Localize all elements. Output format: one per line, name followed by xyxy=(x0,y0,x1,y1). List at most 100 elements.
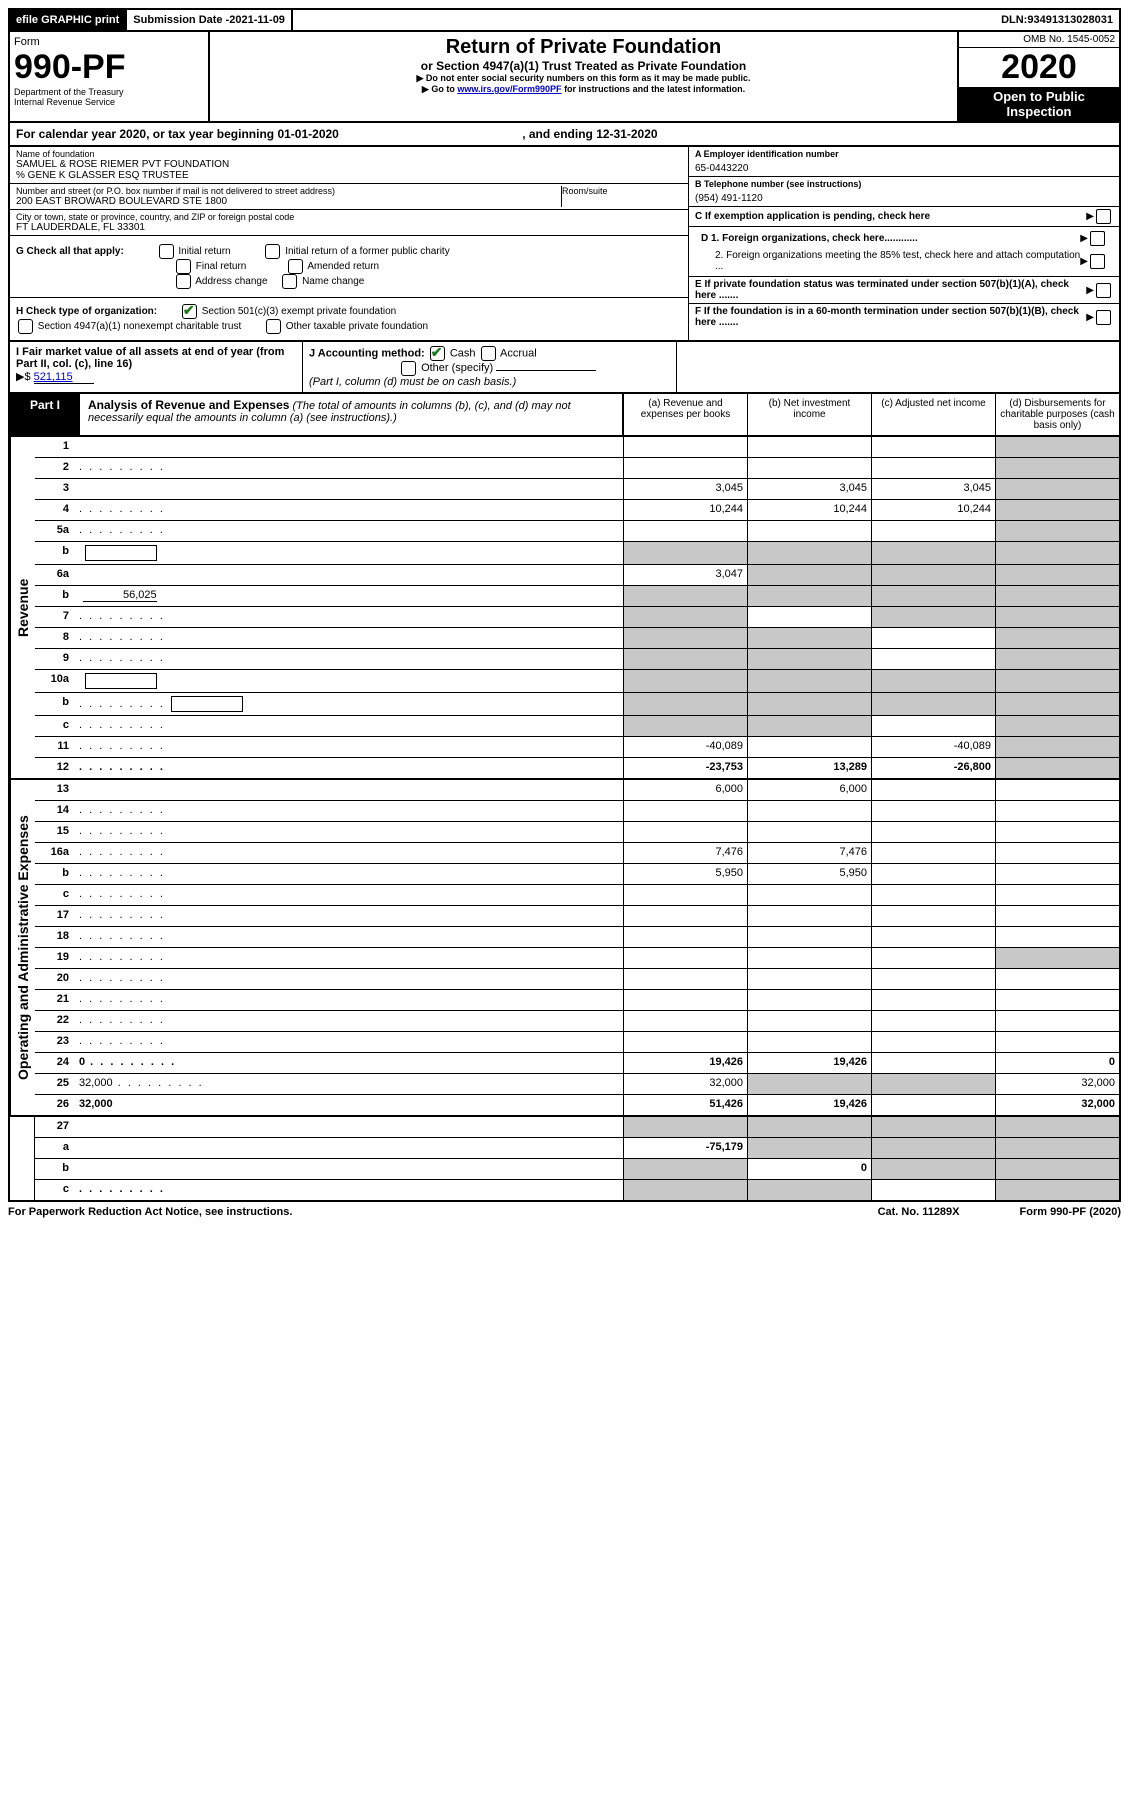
table-row: 24019,42619,4260 xyxy=(35,1053,1119,1074)
section-e: E If private foundation status was termi… xyxy=(689,277,1119,304)
checkbox-4947[interactable] xyxy=(18,319,33,334)
row-desc xyxy=(75,1159,623,1179)
cell-a: 10,244 xyxy=(623,500,747,520)
col-a: (a) Revenue and expenses per books xyxy=(623,394,747,435)
cell-c xyxy=(871,649,995,669)
table-row: 19 xyxy=(35,948,1119,969)
cell-b xyxy=(747,542,871,564)
row-number: 18 xyxy=(35,927,75,947)
table-row: 33,0453,0453,045 xyxy=(35,479,1119,500)
expenses-table: Operating and Administrative Expenses 13… xyxy=(8,780,1121,1117)
exemption-cell: C If exemption application is pending, c… xyxy=(689,207,1119,227)
cell-b xyxy=(747,906,871,926)
table-row: 27 xyxy=(35,1117,1119,1138)
cell-d xyxy=(995,542,1119,564)
table-row: c xyxy=(35,1180,1119,1200)
row-number: 25 xyxy=(35,1074,75,1094)
table-row: 20 xyxy=(35,969,1119,990)
checkbox-other-method[interactable] xyxy=(401,361,416,376)
checkbox-address-change[interactable] xyxy=(176,274,191,289)
checkbox-accrual[interactable] xyxy=(481,346,496,361)
table-row: b5,9505,950 xyxy=(35,864,1119,885)
checkbox-d1[interactable] xyxy=(1090,231,1105,246)
cell-d xyxy=(995,801,1119,821)
cell-d xyxy=(995,458,1119,478)
cell-a: 7,476 xyxy=(623,843,747,863)
row-number: 9 xyxy=(35,649,75,669)
row-desc xyxy=(75,864,623,884)
cell-b: 0 xyxy=(747,1159,871,1179)
form-link[interactable]: www.irs.gov/Form990PF xyxy=(457,84,561,94)
checkbox-cash[interactable] xyxy=(430,346,445,361)
cell-d xyxy=(995,1180,1119,1200)
cell-d xyxy=(995,780,1119,800)
cell-a xyxy=(623,969,747,989)
checkbox-f[interactable] xyxy=(1096,310,1111,325)
footer-left: For Paperwork Reduction Act Notice, see … xyxy=(8,1206,292,1218)
row-number: 3 xyxy=(35,479,75,499)
submission-date: Submission Date - 2021-11-09 xyxy=(127,10,293,30)
row-desc xyxy=(75,670,623,692)
row-desc xyxy=(75,1138,623,1158)
cell-d xyxy=(995,1011,1119,1031)
row-desc: 32,000 xyxy=(75,1074,623,1094)
checkbox-final-return[interactable] xyxy=(176,259,191,274)
checkbox-e[interactable] xyxy=(1096,283,1111,298)
cell-c xyxy=(871,1095,995,1115)
table-row: a-75,179 xyxy=(35,1138,1119,1159)
cell-d xyxy=(995,990,1119,1010)
cell-b: 19,426 xyxy=(747,1053,871,1073)
cell-d xyxy=(995,500,1119,520)
form-note1: ▶ Do not enter social security numbers o… xyxy=(214,73,953,84)
checkbox-c[interactable] xyxy=(1096,209,1111,224)
cell-b: 10,244 xyxy=(747,500,871,520)
cell-a xyxy=(623,693,747,715)
row-desc xyxy=(75,843,623,863)
row-desc xyxy=(75,1011,623,1031)
checkbox-name-change[interactable] xyxy=(282,274,297,289)
part1-desc: Analysis of Revenue and Expenses (The to… xyxy=(80,394,622,435)
checkbox-initial-public[interactable] xyxy=(265,244,280,259)
cell-c xyxy=(871,565,995,585)
cell-a xyxy=(623,1159,747,1179)
checkbox-501c3[interactable] xyxy=(182,304,197,319)
cell-a xyxy=(623,990,747,1010)
footer-right: Form 990-PF (2020) xyxy=(1020,1206,1121,1218)
cell-d xyxy=(995,864,1119,884)
cell-c xyxy=(871,1053,995,1073)
cell-d xyxy=(995,437,1119,457)
checkbox-amended[interactable] xyxy=(288,259,303,274)
section-ij: I Fair market value of all assets at end… xyxy=(8,342,1121,394)
row-desc xyxy=(75,607,623,627)
cell-c xyxy=(871,843,995,863)
cell-d xyxy=(995,737,1119,757)
info-right: A Employer identification number 65-0443… xyxy=(688,147,1119,340)
cell-b xyxy=(747,458,871,478)
checkbox-other-taxable[interactable] xyxy=(266,319,281,334)
cell-c xyxy=(871,906,995,926)
table-row: 14 xyxy=(35,801,1119,822)
checkbox-initial-return[interactable] xyxy=(159,244,174,259)
form-header: Form 990-PF Department of the Treasury I… xyxy=(8,32,1121,123)
cell-b xyxy=(747,437,871,457)
cell-a: 3,047 xyxy=(623,565,747,585)
cell-b xyxy=(747,521,871,541)
cell-a: 32,000 xyxy=(623,1074,747,1094)
cell-d xyxy=(995,927,1119,947)
form-number: 990-PF xyxy=(14,48,204,87)
cell-d xyxy=(995,565,1119,585)
cell-b xyxy=(747,737,871,757)
row-number: 13 xyxy=(35,780,75,800)
cell-c xyxy=(871,801,995,821)
table-row: 2632,00051,42619,42632,000 xyxy=(35,1095,1119,1115)
cell-b xyxy=(747,1074,871,1094)
row-desc xyxy=(75,780,623,800)
table-row: 7 xyxy=(35,607,1119,628)
cell-a xyxy=(623,607,747,627)
cell-a xyxy=(623,521,747,541)
fmv-value[interactable]: 521,115 xyxy=(34,371,94,384)
table-row: 2532,00032,00032,000 xyxy=(35,1074,1119,1095)
cell-c xyxy=(871,1074,995,1094)
checkbox-d2[interactable] xyxy=(1090,254,1105,269)
row-number: 11 xyxy=(35,737,75,757)
